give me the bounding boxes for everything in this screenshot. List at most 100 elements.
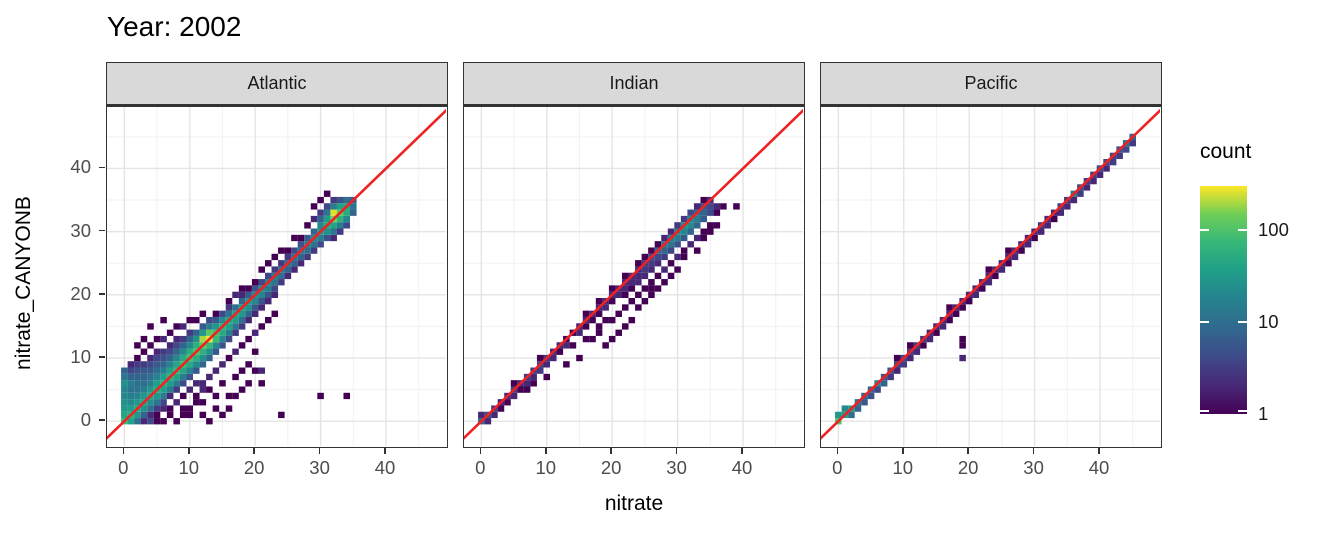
count-bin xyxy=(212,405,220,412)
count-bin xyxy=(621,291,629,299)
count-bin xyxy=(284,247,292,254)
count-bin xyxy=(641,298,649,305)
count-bin xyxy=(654,241,662,248)
count-bin xyxy=(127,418,135,425)
count-bin xyxy=(1057,209,1065,216)
x-tick-mark xyxy=(544,448,547,454)
count-bin xyxy=(517,386,524,393)
count-bin xyxy=(232,323,239,330)
count-bin xyxy=(166,367,174,374)
count-bin xyxy=(140,348,148,355)
count-bin xyxy=(153,380,161,387)
x-axis-ticks-atlantic: 0 10 20 30 40 xyxy=(106,448,448,484)
count-bin xyxy=(193,392,200,400)
count-bin xyxy=(907,342,914,349)
count-bin xyxy=(232,373,239,381)
count-bin xyxy=(680,247,688,254)
count-bin xyxy=(134,342,141,349)
count-bin xyxy=(219,310,226,317)
count-bin xyxy=(336,196,344,204)
count-bin xyxy=(199,411,207,419)
x-tick-label: 10 xyxy=(535,457,557,478)
count-bin xyxy=(297,234,305,242)
count-bin xyxy=(140,411,148,419)
count-bin xyxy=(264,260,272,267)
count-bin xyxy=(913,348,921,355)
count-bin xyxy=(140,392,148,400)
count-bin xyxy=(589,335,596,343)
count-bin xyxy=(193,342,200,349)
count-bin xyxy=(667,241,675,248)
count-bin xyxy=(323,190,331,197)
count-bin xyxy=(153,405,161,412)
count-bin xyxy=(121,399,128,406)
count-bin xyxy=(582,310,590,317)
count-bin xyxy=(654,285,662,292)
count-bin xyxy=(186,386,194,393)
legend-tick-mark xyxy=(1238,320,1247,324)
count-bin xyxy=(166,342,174,349)
count-bin xyxy=(206,316,213,324)
count-bin xyxy=(317,209,324,216)
count-bin xyxy=(1109,159,1117,166)
count-bin xyxy=(687,241,694,248)
count-bin xyxy=(893,354,901,362)
count-bin xyxy=(278,279,285,286)
count-bin xyxy=(608,298,616,305)
x-tick-mark xyxy=(610,448,612,454)
facet-strip-indian: Indian xyxy=(463,62,805,106)
count-bin xyxy=(674,266,681,273)
count-bin xyxy=(179,348,187,355)
count-bin xyxy=(654,272,662,280)
count-bin xyxy=(193,380,200,387)
count-bin xyxy=(350,209,357,216)
count-bin xyxy=(134,411,141,419)
x-tick-label: 10 xyxy=(892,457,914,478)
y-tick-label: 0 xyxy=(80,409,91,431)
count-bin xyxy=(323,203,331,210)
count-bin xyxy=(1129,140,1136,147)
count-bin xyxy=(648,285,655,292)
count-bin xyxy=(179,380,187,387)
count-bin xyxy=(615,310,622,317)
count-bin xyxy=(323,234,331,242)
count-bin xyxy=(127,373,135,381)
count-bin xyxy=(693,203,701,210)
count-bin xyxy=(700,209,708,216)
count-bin xyxy=(648,247,655,254)
count-bin xyxy=(264,272,272,280)
count-bin xyxy=(1050,215,1058,223)
count-bin xyxy=(907,354,914,362)
count-bin xyxy=(212,367,220,374)
count-bin xyxy=(140,418,148,425)
count-bin xyxy=(147,373,154,381)
count-bin xyxy=(330,209,337,216)
count-bin xyxy=(212,342,220,349)
count-bin xyxy=(284,253,292,261)
count-bin xyxy=(926,335,934,343)
facet-indian: Indian 0 10 20 30 40 xyxy=(463,62,805,482)
count-bin xyxy=(523,386,531,393)
count-bin xyxy=(317,222,324,229)
count-bin xyxy=(861,399,868,406)
legend-tick-mark xyxy=(1238,228,1247,232)
count-bin xyxy=(284,272,292,280)
count-bin xyxy=(258,380,265,387)
count-bin xyxy=(160,418,167,425)
legend-tick-label: 10 xyxy=(1258,310,1279,332)
count-bin xyxy=(330,196,337,204)
x-tick-label: 40 xyxy=(1088,457,1110,478)
y-tick-mark xyxy=(99,229,105,232)
y-tick-mark xyxy=(99,356,105,358)
count-bin xyxy=(225,405,233,412)
count-bin xyxy=(251,310,259,317)
count-bin xyxy=(959,335,966,343)
count-bin xyxy=(134,367,141,374)
count-bin xyxy=(536,367,544,374)
x-tick-mark xyxy=(1098,448,1100,454)
count-bin xyxy=(179,323,187,330)
count-bin xyxy=(232,348,239,355)
x-axis-title: nitrate xyxy=(604,492,664,515)
count-bin xyxy=(635,304,642,311)
legend-tick-mark xyxy=(1238,409,1247,413)
